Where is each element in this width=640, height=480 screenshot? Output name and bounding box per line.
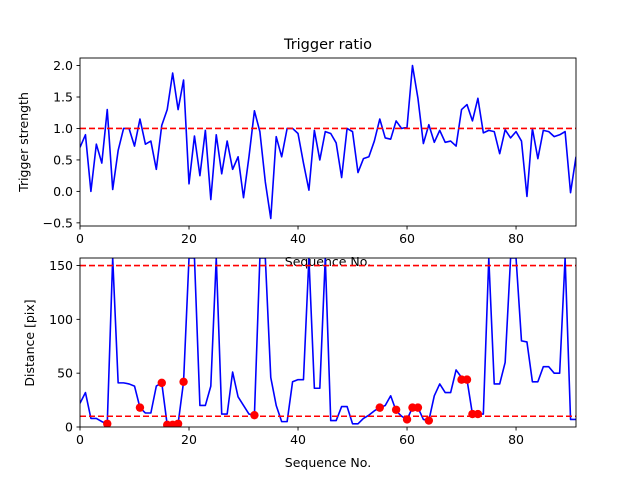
trigger-ratio-title: Trigger ratio: [283, 37, 372, 53]
distance-panel: Distance [pix] Sequence No. 0 20 40 60 80 0 50…: [22, 257, 577, 470]
bottom-xlabel: Sequence No.: [285, 455, 371, 470]
bottom-ytick-label: 0: [65, 420, 73, 435]
bottom-ytick-label: 50: [57, 366, 73, 381]
top-ytick-label: 1.5: [53, 90, 73, 105]
bottom-distance-line: [80, 258, 576, 426]
bottom-ytick-label: 150: [49, 258, 73, 273]
top-ytick-label: 1.0: [53, 121, 73, 136]
bottom-detections-marker: [375, 403, 384, 412]
bottom-xtick-label: 80: [508, 432, 524, 447]
bottom-detections-marker: [250, 410, 259, 420]
top-xtick-label: 40: [290, 231, 306, 246]
top-xtick-label: 60: [399, 231, 415, 246]
bottom-detections-marker: [462, 375, 472, 384]
top-ytick-label: 0.0: [53, 184, 73, 199]
top-ytick-label: 2.0: [53, 58, 73, 73]
bottom-detections-marker: [135, 403, 145, 412]
bottom-xtick-label: 20: [181, 432, 197, 447]
bottom-plot-area: [80, 258, 576, 427]
top-ytick-label: 0.5: [53, 152, 73, 167]
distance-ylabel: Distance [pix]: [22, 299, 37, 386]
bottom-detections-marker: [402, 415, 412, 424]
bottom-detections-marker: [413, 403, 423, 412]
bottom-xtick-label: 60: [399, 432, 415, 447]
bottom-detections-marker: [157, 378, 166, 388]
bottom-detections-marker: [173, 419, 183, 427]
top-trigger-strength-line: [80, 64, 576, 220]
bottom-detections-marker: [391, 405, 401, 414]
bottom-detections-marker: [424, 416, 434, 425]
bottom-axes-frame: [79, 257, 577, 428]
bottom-xtick-label: 0: [76, 432, 84, 447]
trigger-strength-ylabel: Trigger strength: [16, 92, 31, 193]
top-xlabel: Sequence No.: [285, 254, 371, 269]
bottom-detections-marker: [103, 419, 112, 427]
bottom-detections-marker: [179, 377, 188, 386]
top-xtick-label: 80: [508, 231, 524, 246]
top-plot-area: [80, 64, 576, 220]
top-ytick-label: −0.5: [43, 215, 73, 230]
top-xtick-label: 0: [76, 231, 84, 246]
bottom-ytick-label: 100: [49, 312, 73, 327]
top-axes-frame: [79, 57, 577, 227]
top-xtick-label: 20: [181, 231, 197, 246]
bottom-xtick-label: 40: [290, 432, 306, 447]
